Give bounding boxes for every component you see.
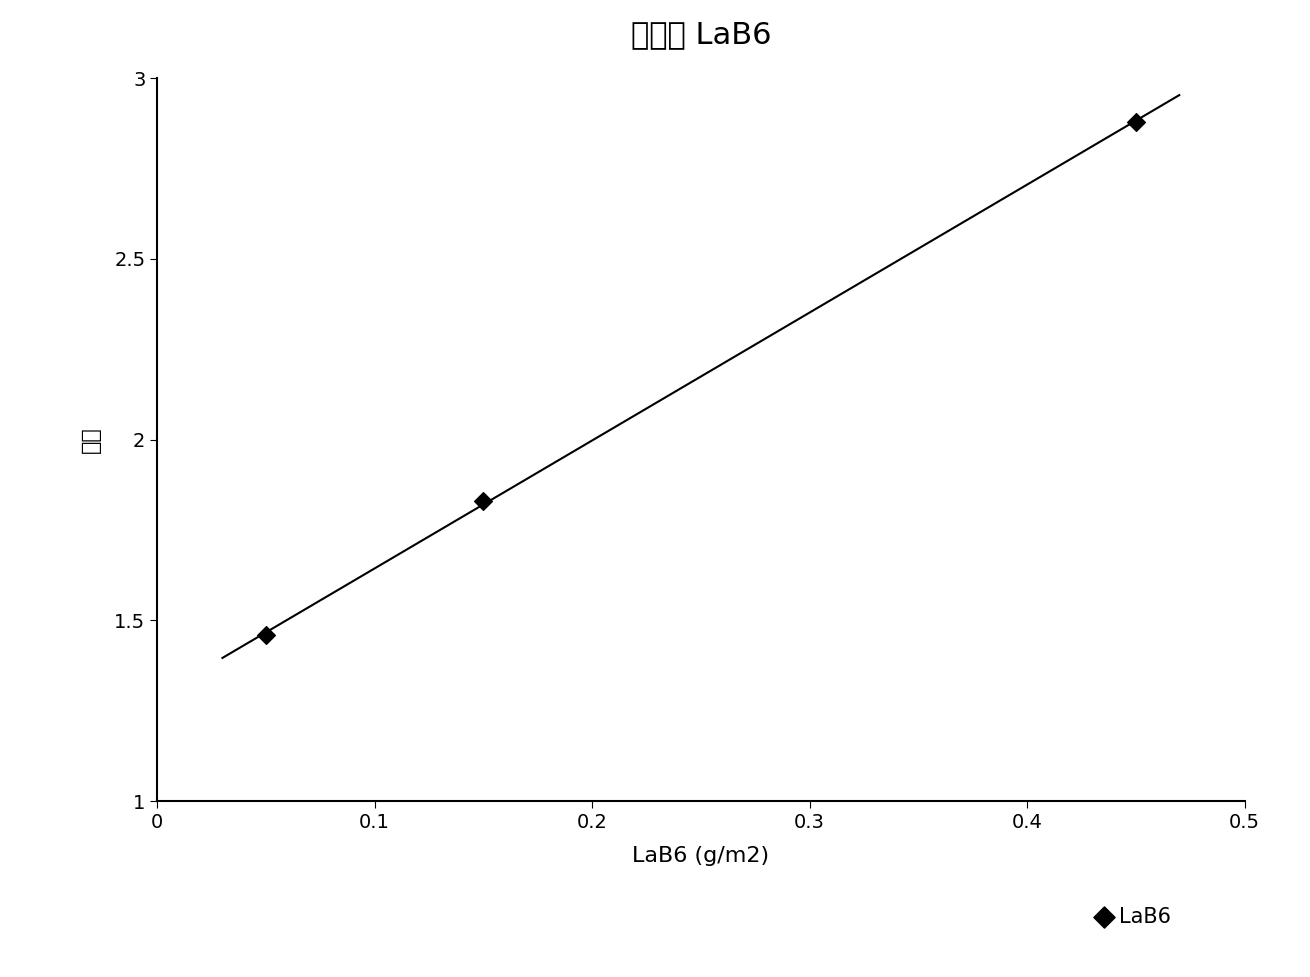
- X-axis label: LaB6 (g/m2): LaB6 (g/m2): [633, 846, 769, 866]
- Legend: LaB6: LaB6: [1090, 899, 1180, 935]
- Y-axis label: 雾度: 雾度: [80, 426, 101, 453]
- LaB6: [473, 493, 494, 509]
- LaB6: [1125, 113, 1146, 129]
- Title: 雾度与 LaB6: 雾度与 LaB6: [630, 21, 772, 50]
- LaB6: [255, 627, 276, 643]
